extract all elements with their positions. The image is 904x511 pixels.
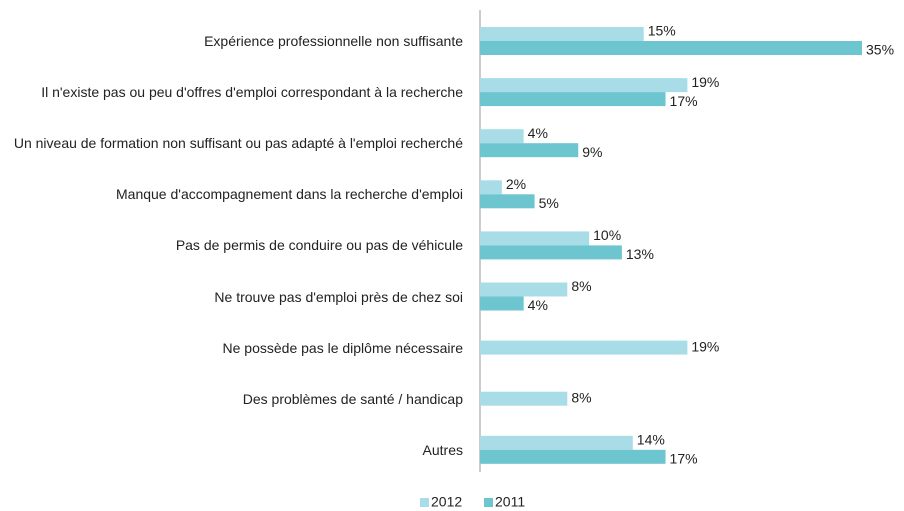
category-label: Ne possède pas le diplôme nécessaire (222, 339, 463, 356)
category-label: Pas de permis de conduire ou pas de véhi… (175, 237, 463, 254)
category-label: Un niveau de formation non suffisant ou … (13, 135, 463, 152)
bar (480, 340, 688, 355)
value-label: 35% (866, 42, 894, 58)
bar (480, 180, 502, 195)
value-label: 5% (539, 195, 559, 211)
legend-label: 2011 (495, 494, 525, 510)
value-label: 19% (691, 338, 719, 354)
bar (480, 391, 568, 406)
value-label: 13% (626, 246, 654, 262)
bar (480, 449, 666, 464)
category-label: Il n'existe pas ou peu d'offres d'emploi… (41, 84, 463, 101)
value-label: 8% (571, 389, 591, 405)
value-label: 2% (506, 176, 526, 192)
value-label: 19% (691, 74, 719, 90)
bar (480, 129, 524, 144)
legend-swatch (420, 498, 429, 507)
bar (480, 435, 633, 450)
bar (480, 92, 666, 107)
category-label: Autres (422, 441, 463, 458)
bar (480, 296, 524, 311)
category-label: Des problèmes de santé / handicap (242, 390, 463, 407)
value-label: 4% (528, 125, 548, 141)
legend-label: 2012 (431, 494, 462, 510)
bar (480, 282, 568, 297)
bar (480, 143, 579, 158)
bar (480, 41, 862, 55)
value-label: 15% (648, 23, 676, 39)
value-label: 9% (582, 144, 602, 160)
bar (480, 78, 688, 93)
category-label: Manque d'accompagnement dans la recherch… (116, 186, 463, 203)
bar (480, 27, 644, 41)
legend-swatch (484, 498, 493, 507)
value-label: 17% (670, 93, 698, 109)
value-label: 14% (637, 432, 665, 448)
value-label: 10% (593, 227, 621, 243)
bar (480, 231, 590, 246)
bar (480, 194, 535, 209)
value-label: 4% (528, 297, 548, 313)
bar (480, 245, 622, 260)
category-label: Ne trouve pas d'emploi près de chez soi (214, 288, 463, 305)
value-label: 17% (670, 451, 698, 467)
category-label: Expérience professionnelle non suffisant… (204, 33, 463, 49)
value-label: 8% (571, 278, 591, 294)
